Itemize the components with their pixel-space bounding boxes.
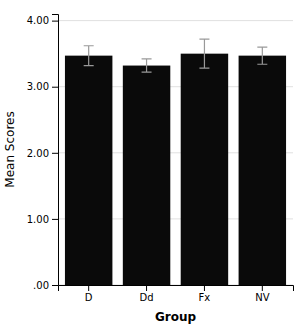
x-tick: NV <box>255 285 269 303</box>
y-tick: 1.00 <box>27 214 58 225</box>
x-tick-label: Dd <box>140 292 154 303</box>
x-tick-mark <box>204 285 205 291</box>
chart: .00 1.00 2.00 3.00 4.00 D Dd Fx NV Group Mean Scor… <box>0 0 305 331</box>
error-bar <box>257 47 267 64</box>
x-tick-mark <box>262 285 263 291</box>
y-tick: .00 <box>33 280 58 291</box>
grid <box>58 21 293 285</box>
x-tick: D <box>85 285 93 303</box>
bar <box>65 56 112 285</box>
y-tick-mark <box>52 153 58 154</box>
x-tick-mark <box>146 285 147 291</box>
y-axis-line <box>52 15 59 286</box>
error-bar <box>142 59 152 72</box>
y-tick-mark <box>52 219 58 220</box>
error-bar <box>84 46 94 66</box>
bar <box>123 66 170 285</box>
marks <box>65 39 286 285</box>
y-axis-title: Mean Scores <box>3 111 17 187</box>
error-bar-line <box>257 47 267 64</box>
bar <box>239 56 286 285</box>
y-tick-label: 1.00 <box>27 214 49 225</box>
error-bar-line <box>199 39 209 68</box>
y-tick: 2.00 <box>27 148 58 159</box>
y-tick-label: 4.00 <box>27 15 49 26</box>
x-tick: Dd <box>140 285 154 303</box>
y-tick-label: 2.00 <box>27 148 49 159</box>
grid-line <box>58 20 293 21</box>
y-tick: 3.00 <box>27 81 58 92</box>
error-bar-line <box>84 46 94 66</box>
plot: .00 1.00 2.00 3.00 4.00 D Dd Fx NV <box>27 15 294 304</box>
y-tick-mark <box>52 87 58 88</box>
y-tick: 4.00 <box>27 15 58 26</box>
y-tick-label: 3.00 <box>27 81 49 92</box>
x-axis: D Dd Fx NV <box>59 285 294 303</box>
error-bar-line <box>142 59 152 72</box>
y-tick-mark <box>52 21 58 22</box>
bar <box>181 54 228 285</box>
x-tick: Fx <box>199 285 211 303</box>
x-tick-label: D <box>85 292 93 303</box>
x-axis-title: Group <box>155 310 197 324</box>
y-tick-label: .00 <box>33 280 49 291</box>
y-axis: .00 1.00 2.00 3.00 4.00 <box>27 15 59 291</box>
x-tick-label: NV <box>255 292 269 303</box>
x-axis-line <box>59 286 294 292</box>
x-tick-mark <box>88 285 89 291</box>
error-bar <box>199 39 209 68</box>
x-tick-label: Fx <box>199 292 211 303</box>
y-tick-mark <box>52 285 58 286</box>
